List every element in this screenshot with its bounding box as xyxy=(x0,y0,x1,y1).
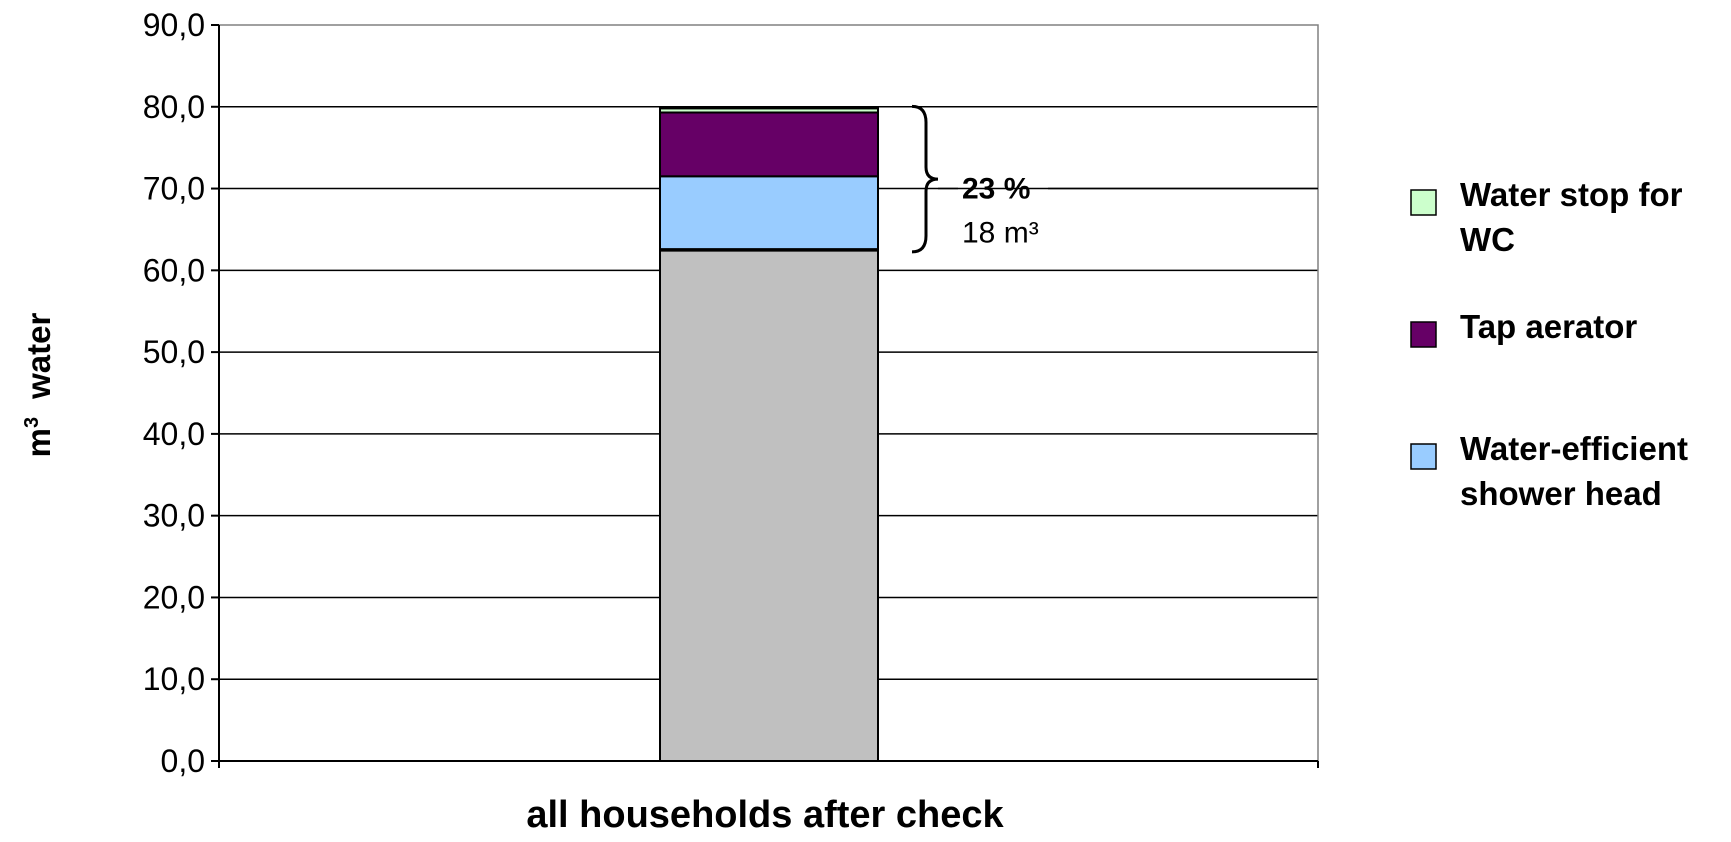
y-tick-label: 50,0 xyxy=(143,334,205,370)
legend-label-shower: Water-efficient xyxy=(1460,430,1688,467)
y-axis-label-text: water xyxy=(20,313,57,400)
legend-label-wc: WC xyxy=(1460,221,1515,258)
y-tick-label: 20,0 xyxy=(143,579,205,615)
savings-annotation: 23 % 18 m³ xyxy=(911,104,1318,254)
y-axis-ticks: 0,0 10,0 20,0 30,0 40,0 50,0 60,0 70,0 80,0 90,0 xyxy=(143,7,219,779)
legend-swatch-wc xyxy=(1410,189,1437,216)
y-axis-label-superscript: 3 xyxy=(21,417,43,428)
y-tick-label: 90,0 xyxy=(143,7,205,43)
bar-stack xyxy=(659,107,879,762)
y-tick-label: 80,0 xyxy=(143,89,205,125)
y-axis-label: m3 water xyxy=(20,313,57,458)
y-tick-label: 30,0 xyxy=(143,498,205,534)
bar-segment-shower xyxy=(659,175,879,251)
legend: Water stop for WC Tap aerator Water-efficie… xyxy=(1410,176,1688,512)
savings-brace xyxy=(911,104,939,254)
savings-volume-label: 18 m³ xyxy=(962,217,1039,250)
legend-swatch-shower xyxy=(1410,443,1437,470)
bar-segment-base xyxy=(659,248,879,762)
x-axis-label: all households after check xyxy=(526,794,1004,836)
y-tick-label: 0,0 xyxy=(161,743,205,779)
legend-label-shower: shower head xyxy=(1460,475,1662,512)
y-tick-label: 10,0 xyxy=(143,661,205,697)
legend-label-wc: Water stop for xyxy=(1460,176,1683,213)
y-tick-label: 40,0 xyxy=(143,416,205,452)
legend-swatch-tap xyxy=(1410,321,1437,348)
bar-segment-tap xyxy=(659,111,879,178)
y-tick-label: 60,0 xyxy=(143,252,205,288)
bar-segment-wc xyxy=(659,107,879,114)
y-axis-label-unit: m xyxy=(20,428,57,457)
y-tick-label: 70,0 xyxy=(143,171,205,207)
savings-percent-label: 23 % xyxy=(962,173,1030,206)
legend-label-tap: Tap aerator xyxy=(1460,308,1637,345)
